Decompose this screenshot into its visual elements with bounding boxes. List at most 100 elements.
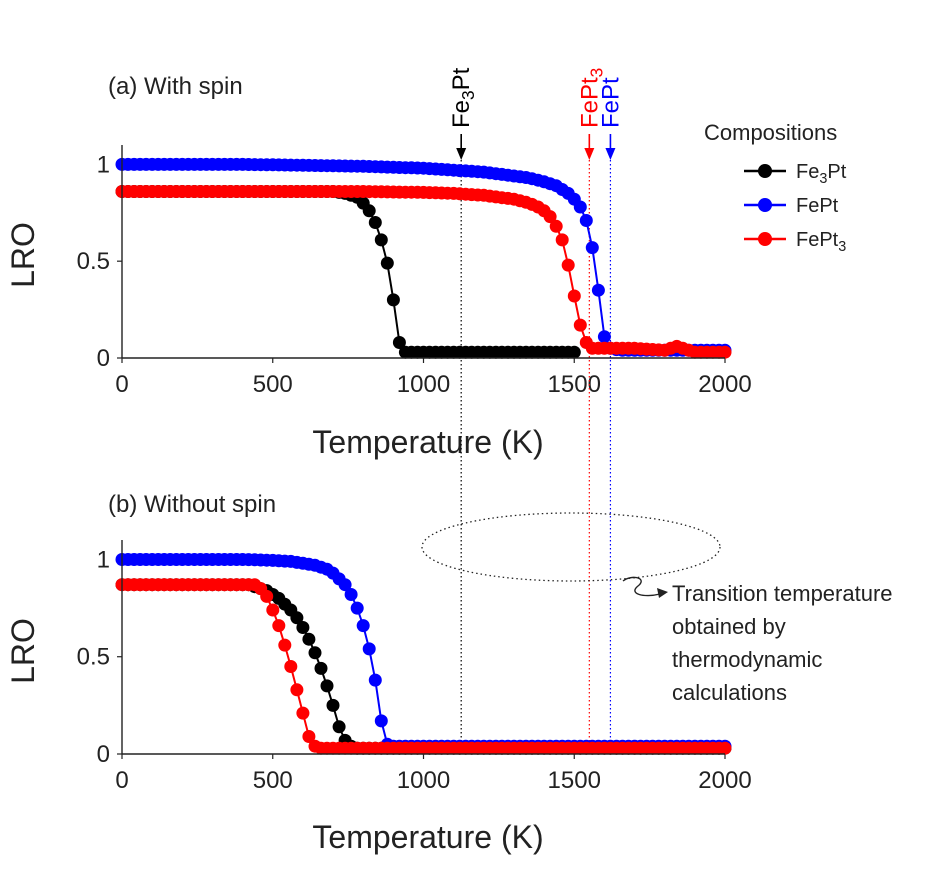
legend-label: Fe3Pt: [796, 161, 847, 187]
series-point-FePt3: [718, 345, 732, 359]
x-tick-label: 2000: [698, 371, 751, 398]
series-point-FePt: [350, 601, 364, 615]
y-tick-label: 0.5: [77, 644, 110, 671]
transition-label: FePt3: [576, 68, 606, 128]
series-line-FePt3: [122, 190, 725, 354]
series-point-Fe3Pt: [302, 632, 316, 646]
panel-b-chart: (b) Without spin LRO Temperature (K) 0 50…: [5, 491, 752, 855]
x-tick-label: 500: [253, 371, 293, 398]
series-point-Fe3Pt: [314, 661, 328, 675]
legend-label: FePt3: [796, 229, 846, 255]
x-tick-label: 1500: [548, 371, 601, 398]
x-tick-label: 0: [115, 371, 128, 398]
series-point-Fe3Pt: [290, 611, 304, 625]
x-tick-label: 0: [115, 767, 128, 794]
series-point-Fe3Pt: [362, 204, 376, 218]
series-point-FePt: [344, 588, 358, 601]
series-point-FePt: [338, 578, 352, 592]
series-line-Fe3Pt: [122, 583, 725, 750]
series-point-FePt3: [296, 706, 310, 720]
panel-b-xlabel: Temperature (K): [312, 819, 543, 855]
panel-b-title: (b) Without spin: [108, 491, 276, 518]
panel-a-yticks: 00.51: [77, 151, 122, 372]
series-point-Fe3Pt: [320, 679, 334, 693]
panel-a-axes: [121, 145, 725, 359]
legend-swatch-marker: [758, 164, 772, 178]
series-point-FePt3: [549, 219, 563, 233]
panel-a-title: (a) With spin: [108, 73, 243, 100]
series-point-FePt3: [290, 683, 304, 697]
series-point-FePt: [585, 241, 599, 255]
x-tick-label: 1000: [397, 371, 450, 398]
series-point-Fe3Pt: [326, 698, 340, 712]
series-point-FePt3: [573, 318, 587, 332]
series-point-FePt: [356, 619, 370, 633]
series-point-FePt: [579, 214, 593, 227]
series-point-Fe3Pt: [380, 256, 394, 270]
series-point-Fe3Pt: [296, 621, 310, 634]
x-tick-label: 500: [253, 767, 293, 794]
series-point-FePt3: [272, 619, 286, 633]
annotation-line-4: calculations: [672, 680, 787, 705]
legend-swatch-marker: [758, 198, 772, 212]
transition-arrowhead: [456, 148, 467, 160]
legend-swatch-marker: [758, 232, 772, 246]
y-tick-label: 0: [97, 345, 110, 372]
annotation-arrow: [622, 576, 661, 597]
annotation-arrowhead: [657, 588, 668, 598]
series-point-FePt3: [302, 730, 316, 743]
series-point-FePt: [368, 673, 382, 687]
x-tick-label: 2000: [698, 767, 751, 794]
series-point-FePt3: [567, 289, 581, 303]
panel-a-xlabel: Temperature (K): [312, 424, 543, 460]
series-point-FePt3: [278, 638, 292, 652]
transition-label: Fe3Pt: [448, 67, 478, 128]
series-point-FePt: [573, 200, 587, 214]
series-point-FePt3: [543, 210, 557, 224]
legend-entries: Fe3Pt FePt FePt3: [744, 161, 847, 255]
series-point-FePt3: [260, 589, 274, 603]
transition-label: FePt: [597, 77, 624, 128]
annotation-line-3: thermodynamic: [672, 647, 822, 672]
series-point-FePt3: [718, 741, 732, 755]
x-tick-label: 1000: [397, 767, 450, 794]
series-point-Fe3Pt: [392, 336, 406, 349]
panel-b-xticks: 0 500 1000 1500 2000: [115, 754, 752, 794]
series-point-Fe3Pt: [374, 233, 388, 247]
y-tick-label: 1: [97, 546, 110, 573]
series-point-FePt3: [284, 660, 298, 673]
series-point-FePt3: [266, 603, 280, 617]
transition-arrowhead: [584, 148, 595, 160]
panel-a-ylabel: LRO: [5, 222, 41, 288]
annotation-line-1: Transition temperature: [672, 581, 893, 606]
annotation-ellipse: [421, 512, 721, 582]
panel-a-chart: (a) With spin LRO Temperature (K) 0 500 10…: [5, 67, 752, 754]
annotation-line-2: obtained by: [672, 614, 786, 639]
series-point-FePt: [362, 642, 376, 656]
legend-label: FePt: [796, 195, 839, 217]
y-tick-label: 1: [97, 151, 110, 178]
series-point-Fe3Pt: [368, 216, 382, 229]
transition-arrowhead: [605, 148, 616, 160]
panel-b-yticks: 00.51: [77, 546, 122, 768]
series-point-Fe3Pt: [567, 345, 581, 359]
series-point-FePt: [374, 714, 388, 728]
series-point-Fe3Pt: [308, 646, 322, 660]
series-point-FePt: [597, 330, 611, 344]
series-point-FePt3: [561, 258, 575, 272]
series-line-FePt3: [122, 583, 725, 750]
series-point-Fe3Pt: [386, 293, 400, 307]
series-point-FePt3: [555, 233, 569, 247]
panel-a-series: [115, 157, 732, 359]
panel-b-series: [115, 553, 732, 755]
series-line-Fe3Pt: [122, 190, 575, 354]
series-point-Fe3Pt: [332, 720, 346, 734]
panel-a-xticks: 0 500 1000 1500 2000: [115, 358, 752, 398]
legend-title: Compositions: [704, 120, 837, 145]
y-tick-label: 0: [97, 741, 110, 768]
panel-b-ylabel: LRO: [5, 618, 41, 684]
y-tick-label: 0.5: [77, 248, 110, 275]
legend: Compositions Fe3Pt FePt FePt3: [704, 120, 847, 255]
